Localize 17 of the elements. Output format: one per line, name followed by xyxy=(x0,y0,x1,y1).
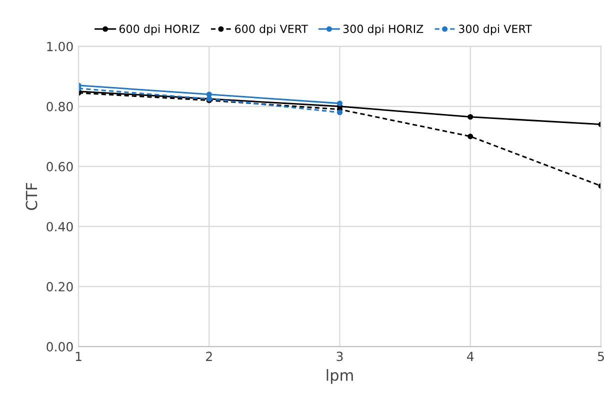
x-axis-title: lpm xyxy=(326,369,353,384)
y-tick-label: 0.60 xyxy=(46,162,73,172)
y-tick-label: 0.00 xyxy=(46,342,73,352)
legend-label: 600 dpi VERT xyxy=(235,24,308,36)
x-tick-label: 1 xyxy=(76,352,82,361)
x-tick-label: 4 xyxy=(467,352,474,361)
legend-label: 600 dpi HORIZ xyxy=(119,24,200,36)
x-tick-label: 2 xyxy=(206,352,212,361)
legend-label: 300 dpi VERT xyxy=(458,24,532,36)
x-tick-label: 3 xyxy=(336,352,343,362)
x-tick-label: 5 xyxy=(598,352,604,362)
y-axis-title: CTF xyxy=(26,182,38,210)
y-tick-label: 1.00 xyxy=(47,42,73,52)
y-tick-label: 0.80 xyxy=(46,102,73,112)
legend-label: 300 dpi HORIZ xyxy=(343,24,424,36)
y-tick-label: 0.40 xyxy=(46,222,73,232)
y-tick-label: 0.20 xyxy=(46,282,73,292)
